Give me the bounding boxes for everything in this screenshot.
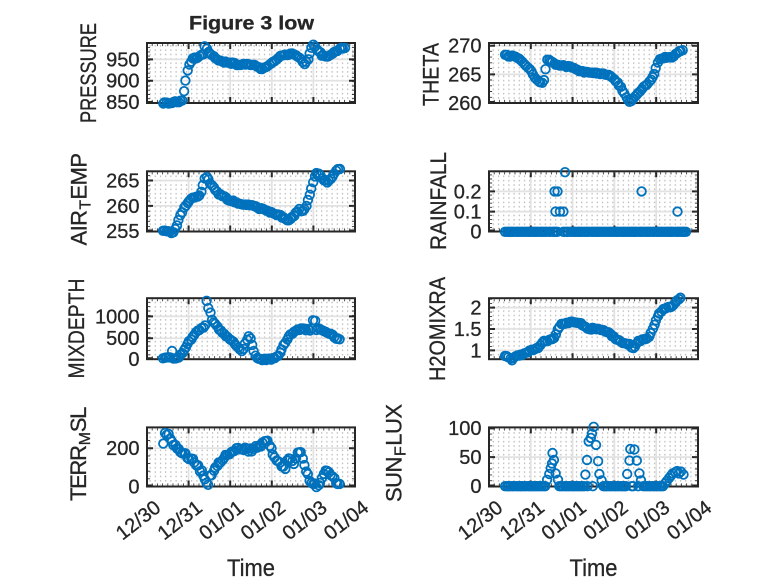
svg-text:12/31: 12/31 (154, 497, 207, 545)
svg-text:265: 265 (448, 64, 481, 86)
svg-text:0: 0 (470, 221, 481, 243)
svg-text:0: 0 (128, 476, 139, 498)
svg-text:260: 260 (106, 196, 139, 218)
svg-text:850: 850 (106, 92, 139, 114)
svg-text:1.5: 1.5 (454, 319, 482, 341)
svg-text:100: 100 (448, 418, 481, 440)
svg-text:0: 0 (128, 349, 139, 371)
svg-text:H2OMIXRA: H2OMIXRA (425, 277, 450, 381)
svg-text:1: 1 (470, 340, 481, 362)
svg-text:Time: Time (570, 555, 618, 582)
svg-text:MIXDEPTH: MIXDEPTH (64, 279, 89, 379)
svg-text:01/01: 01/01 (538, 497, 591, 545)
svg-text:50: 50 (459, 447, 481, 469)
svg-text:01/03: 01/03 (278, 497, 331, 545)
svg-text:01/01: 01/01 (195, 497, 248, 545)
svg-text:SUNFLUX: SUNFLUX (381, 404, 409, 502)
svg-text:01/04: 01/04 (320, 497, 373, 545)
svg-text:2: 2 (470, 298, 481, 320)
svg-text:12/30: 12/30 (112, 497, 165, 545)
svg-text:AIRTEMP: AIRTEMP (66, 154, 94, 246)
svg-text:0: 0 (470, 476, 481, 498)
svg-text:Figure 3 low: Figure 3 low (189, 14, 314, 35)
svg-text:THETA: THETA (419, 43, 444, 106)
svg-text:950: 950 (106, 49, 139, 71)
svg-text:12/31: 12/31 (496, 497, 549, 545)
svg-text:01/04: 01/04 (663, 497, 716, 545)
svg-text:12/30: 12/30 (454, 497, 507, 545)
svg-text:01/02: 01/02 (579, 497, 632, 545)
svg-text:200: 200 (106, 438, 139, 460)
svg-text:255: 255 (106, 221, 139, 243)
svg-text:265: 265 (106, 170, 139, 192)
svg-text:TERRMSL: TERRMSL (66, 407, 94, 501)
svg-text:01/02: 01/02 (237, 497, 290, 545)
svg-text:900: 900 (106, 71, 139, 93)
svg-text:1000: 1000 (95, 306, 140, 328)
svg-text:RAINFALL: RAINFALL (426, 152, 451, 250)
svg-text:0.1: 0.1 (454, 202, 482, 224)
svg-text:01/03: 01/03 (621, 497, 674, 545)
svg-text:500: 500 (106, 328, 139, 350)
svg-text:270: 270 (448, 36, 481, 58)
svg-text:260: 260 (448, 93, 481, 115)
svg-text:Time: Time (227, 555, 275, 582)
svg-text:PRESSURE: PRESSURE (76, 23, 101, 123)
svg-text:0.2: 0.2 (454, 181, 482, 203)
